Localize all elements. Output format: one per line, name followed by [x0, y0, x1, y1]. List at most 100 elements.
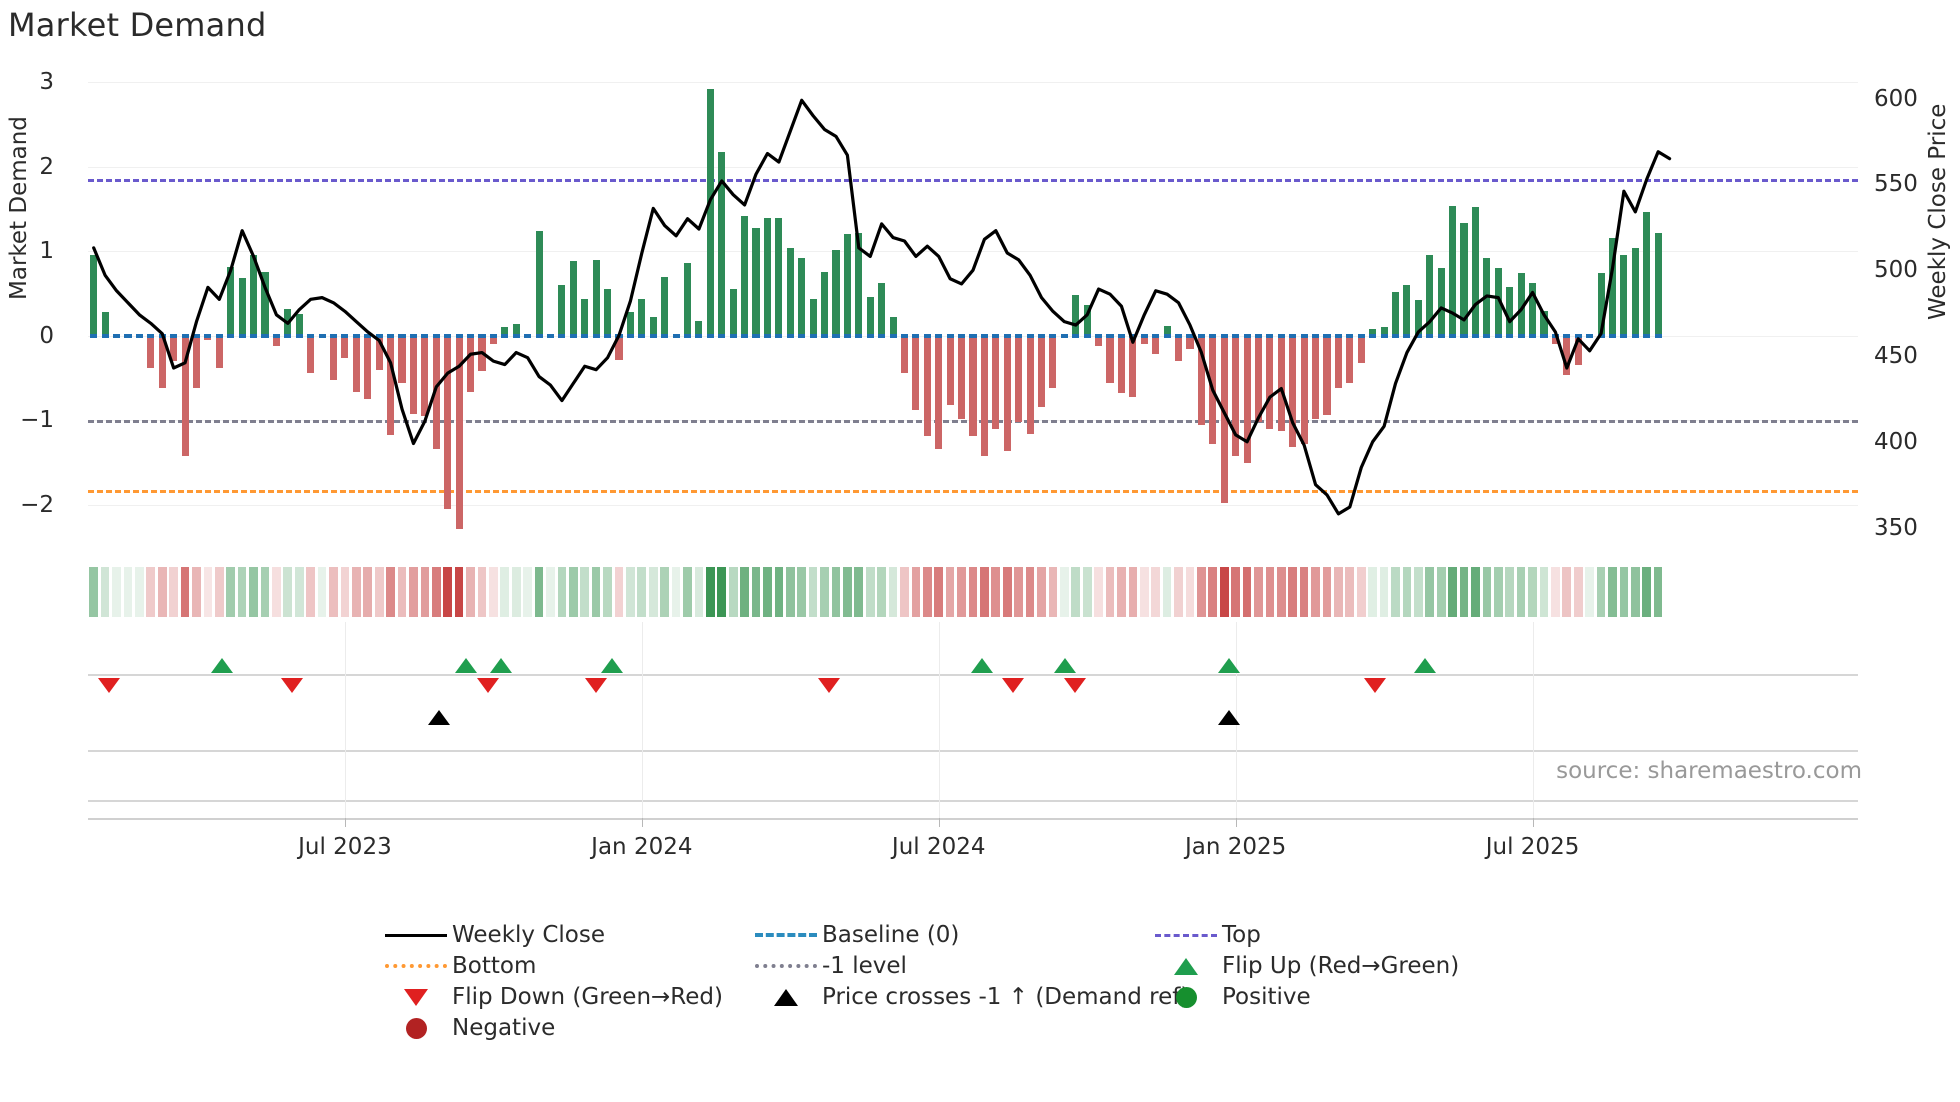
legend-item[interactable]: Positive: [1150, 984, 1550, 1010]
heatmap-cell: [831, 567, 841, 617]
demand-bar: [1289, 335, 1297, 448]
demand-bar: [1323, 335, 1331, 416]
demand-bar: [855, 232, 863, 336]
heatmap-cell: [671, 567, 681, 617]
demand-bar: [626, 312, 634, 336]
baseline-segment: [626, 333, 634, 338]
demand-bar: [900, 335, 909, 374]
heatmap-cell: [477, 567, 487, 617]
legend-item[interactable]: Negative: [380, 1015, 750, 1041]
legend-key: [380, 988, 452, 1006]
demand-bar: [1631, 247, 1639, 336]
demand-bar: [878, 283, 886, 336]
heatmap-cell: [900, 567, 909, 617]
baseline-segment: [478, 333, 486, 338]
flip-up-marker-icon: [490, 658, 512, 673]
legend-key: [1150, 986, 1222, 1008]
weekly-close-line: [92, 98, 1672, 516]
heatmap-cell: [146, 567, 156, 617]
baseline-segment: [329, 333, 338, 338]
heatmap-cell: [888, 567, 898, 617]
plot-clip: [88, 78, 1858, 543]
baseline-segment: [980, 333, 988, 338]
baseline-segment: [1015, 333, 1023, 338]
demand-bar: [1529, 283, 1537, 336]
gridline: [88, 251, 1858, 253]
legend-label: Weekly Close: [452, 922, 605, 948]
heatmap-cell: [534, 567, 544, 617]
legend-item[interactable]: Price crosses -1 ↑ (Demand ref): [750, 984, 1189, 1010]
demand-bar: [1186, 335, 1194, 350]
heatmap-cell: [1311, 567, 1320, 617]
legend-item[interactable]: Bottom: [380, 953, 750, 979]
heatmap-cell: [1642, 567, 1652, 617]
demand-bar: [1460, 222, 1468, 336]
heatmap-cell: [420, 567, 430, 617]
baseline-segment: [1517, 333, 1525, 338]
legend-item[interactable]: Flip Down (Green→Red): [380, 984, 750, 1010]
baseline-segment: [467, 333, 475, 338]
demand-bar: [786, 247, 794, 336]
legend-row: Flip Down (Green→Red) Price crosses -1 ↑ …: [380, 982, 1580, 1012]
demand-bar: [683, 263, 692, 336]
flip-up-icon: [1174, 957, 1198, 975]
heatmap-cell: [294, 567, 304, 617]
x-tick: [641, 818, 643, 827]
demand-bar: [1563, 335, 1571, 375]
marker-row-lower-1: [88, 800, 1858, 802]
legend-item[interactable]: Top: [1150, 922, 1550, 948]
baseline-segment: [307, 333, 315, 338]
baseline-segment: [752, 333, 760, 338]
heatmap-cell: [1174, 567, 1183, 617]
positive-dot-icon: [1175, 986, 1197, 1008]
baseline-line-swatch: [755, 933, 817, 937]
baseline-segment: [889, 333, 897, 338]
legend-row: Negative: [380, 1013, 1580, 1043]
y-tick-label-left: −2: [20, 491, 54, 518]
flip-down-marker-icon: [585, 678, 607, 693]
heatmap-cell: [443, 567, 453, 617]
heatmap-cell: [648, 567, 658, 617]
demand-bar: [215, 335, 223, 368]
baseline-segment: [683, 333, 692, 338]
legend-item[interactable]: -1 level: [750, 953, 1150, 979]
baseline-segment: [1620, 333, 1628, 338]
heatmap-cell: [546, 567, 555, 617]
baseline-segment: [866, 333, 874, 338]
legend-label: Negative: [452, 1015, 556, 1041]
baseline-segment: [113, 333, 121, 338]
baseline-segment: [261, 333, 269, 338]
legend-item[interactable]: Baseline (0): [750, 922, 1150, 948]
demand-bar: [352, 335, 360, 392]
legend-label: Baseline (0): [822, 922, 960, 948]
demand-bar: [1540, 310, 1548, 336]
baseline-segment: [1437, 333, 1445, 338]
vertical-guide: [641, 622, 643, 822]
demand-bar: [969, 335, 977, 436]
legend-label: Price crosses -1 ↑ (Demand ref): [822, 984, 1190, 1010]
baseline-segment: [1243, 333, 1251, 338]
heatmap-cell: [1105, 567, 1115, 617]
flip-down-marker-icon: [1364, 678, 1386, 693]
heatmap-cell: [409, 567, 418, 617]
baseline-segment: [638, 333, 646, 338]
heatmap-cell: [614, 567, 624, 617]
demand-bar: [295, 313, 303, 336]
demand-bar: [409, 335, 417, 414]
x-tick: [1235, 818, 1237, 827]
demand-bar: [1197, 335, 1205, 426]
demand-bar: [1072, 295, 1080, 336]
demand-bar: [763, 217, 771, 336]
weekly-close-line-swatch: [385, 933, 447, 937]
baseline-segment: [1460, 333, 1468, 338]
legend-key: [1150, 933, 1222, 937]
baseline-segment: [318, 333, 326, 338]
legend-item[interactable]: Weekly Close: [380, 922, 750, 948]
baseline-segment: [798, 333, 806, 338]
baseline-segment: [90, 333, 98, 338]
legend-item[interactable]: Flip Up (Red→Green): [1150, 953, 1550, 979]
baseline-segment: [946, 333, 954, 338]
y-tick-label-right: 350: [1874, 514, 1918, 541]
demand-bar: [1220, 335, 1228, 504]
demand-bar: [798, 258, 806, 336]
